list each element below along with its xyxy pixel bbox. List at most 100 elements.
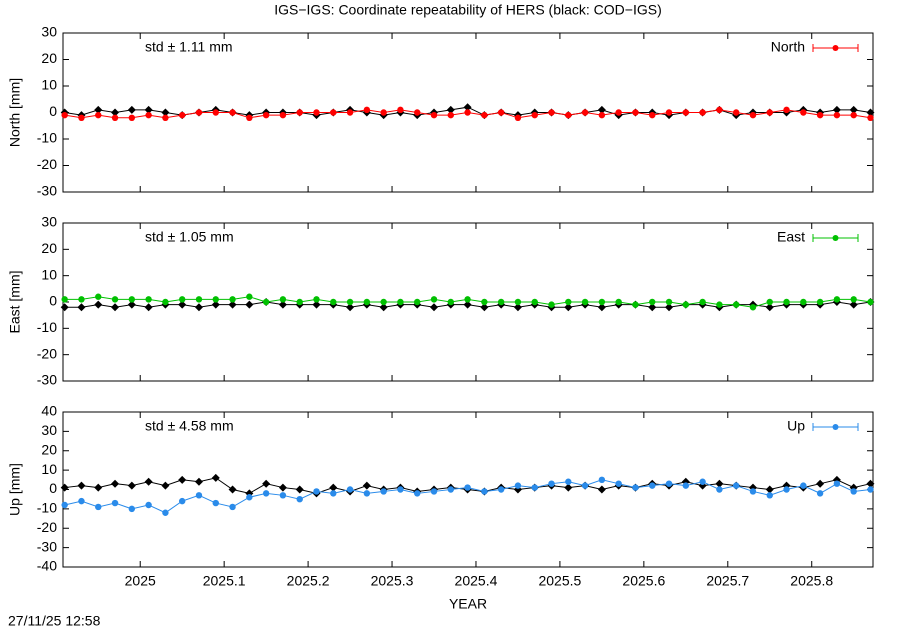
y-axis-label: East [mm] xyxy=(7,270,23,333)
data-point xyxy=(380,298,387,306)
data-point xyxy=(832,105,841,114)
data-point xyxy=(380,109,387,116)
data-point xyxy=(229,296,236,303)
data-point xyxy=(749,304,757,311)
data-point xyxy=(531,298,538,306)
data-point xyxy=(514,298,522,306)
data-point xyxy=(128,114,136,122)
data-point xyxy=(144,303,153,312)
data-point xyxy=(597,485,606,494)
data-point xyxy=(313,109,320,116)
data-point xyxy=(94,483,103,492)
data-point xyxy=(598,476,606,484)
data-point xyxy=(178,475,187,484)
data-point xyxy=(161,108,170,117)
x-tick-label: 2025.8 xyxy=(790,573,833,589)
data-point xyxy=(278,300,287,309)
data-point xyxy=(867,298,874,306)
data-point xyxy=(195,296,203,303)
y-tick-label: -20 xyxy=(37,345,57,361)
data-point xyxy=(262,479,271,488)
data-point xyxy=(632,484,639,491)
y-tick-label: -20 xyxy=(37,519,57,535)
data-point xyxy=(94,300,103,309)
y-tick-label: 30 xyxy=(41,422,57,438)
data-point xyxy=(833,111,841,119)
y-tick-label: -30 xyxy=(37,183,57,199)
data-point xyxy=(447,298,454,306)
data-point xyxy=(77,303,86,312)
data-point xyxy=(765,303,774,312)
data-point xyxy=(111,296,119,303)
data-point xyxy=(564,483,573,492)
data-point xyxy=(312,300,321,309)
data-point xyxy=(430,111,438,119)
data-point xyxy=(77,481,86,490)
data-point xyxy=(816,479,825,488)
y-tick-label: -10 xyxy=(37,500,57,516)
data-point xyxy=(867,486,874,493)
data-point xyxy=(414,490,421,497)
x-tick-label: 2025.7 xyxy=(706,573,749,589)
data-point xyxy=(497,109,505,116)
x-tick-label: 2025.6 xyxy=(622,573,665,589)
data-point xyxy=(94,105,103,114)
data-point xyxy=(178,300,187,309)
y-tick-label: -30 xyxy=(37,538,57,554)
data-point xyxy=(849,105,858,114)
data-point xyxy=(195,492,203,499)
y-tick-label: 20 xyxy=(41,50,57,66)
data-point xyxy=(313,296,320,303)
data-point xyxy=(279,296,287,303)
data-point xyxy=(246,114,253,122)
data-point xyxy=(144,477,153,486)
data-point xyxy=(464,109,471,116)
data-point xyxy=(716,301,723,308)
data-point xyxy=(262,490,270,497)
data-point xyxy=(732,109,740,116)
legend-label: North xyxy=(771,39,805,55)
data-point xyxy=(699,478,706,485)
data-point xyxy=(414,109,421,116)
data-point xyxy=(766,109,773,116)
data-point xyxy=(246,494,253,501)
x-tick-label: 2025.4 xyxy=(455,573,498,589)
data-point xyxy=(850,296,857,303)
data-point xyxy=(565,298,572,306)
data-point xyxy=(346,298,354,306)
data-point xyxy=(816,111,824,119)
data-point xyxy=(127,481,136,490)
data-point xyxy=(144,105,153,114)
x-axis-label: YEAR xyxy=(449,596,487,612)
data-point xyxy=(665,109,673,116)
data-point xyxy=(127,300,136,309)
data-point xyxy=(548,301,555,308)
y-tick-label: 0 xyxy=(49,103,57,119)
data-point xyxy=(665,303,674,312)
data-point xyxy=(783,486,790,493)
data-point xyxy=(649,298,656,306)
data-point xyxy=(194,303,203,312)
legend-marker xyxy=(832,235,839,241)
data-point xyxy=(363,298,371,306)
data-point xyxy=(850,488,857,495)
data-point xyxy=(296,495,303,503)
data-point xyxy=(329,483,338,492)
data-point xyxy=(145,296,152,303)
y-tick-label: -10 xyxy=(37,130,57,146)
y-tick-label: -40 xyxy=(37,558,57,574)
data-point xyxy=(497,298,505,306)
y-axis-label: Up [mm] xyxy=(7,463,23,516)
data-point xyxy=(766,492,773,499)
data-point xyxy=(346,109,354,116)
data-point xyxy=(229,503,236,511)
data-point xyxy=(78,497,85,505)
data-point xyxy=(330,109,337,116)
data-point xyxy=(446,105,455,114)
data-point xyxy=(598,298,606,306)
data-point xyxy=(514,114,522,122)
data-point xyxy=(716,106,723,114)
data-point xyxy=(682,301,690,308)
data-point xyxy=(397,106,404,114)
annotation: std ± 1.11 mm xyxy=(145,39,233,55)
